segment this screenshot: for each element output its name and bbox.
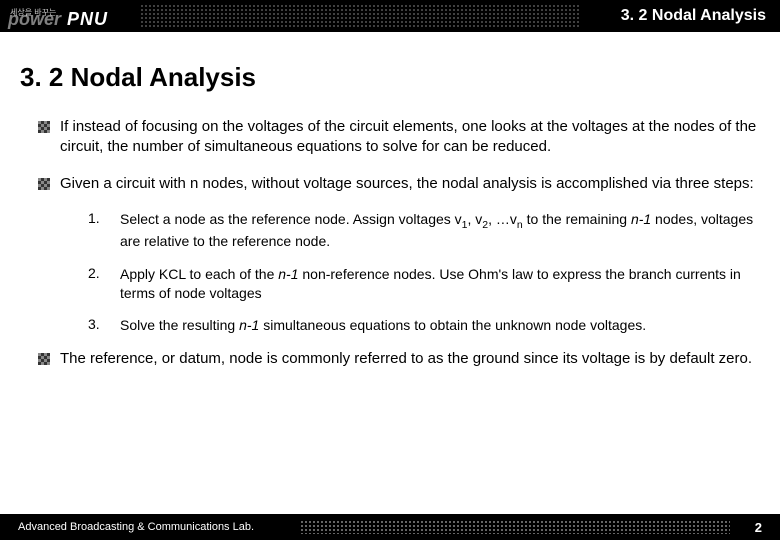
step-text: Select a node as the reference node. Ass…	[120, 210, 760, 251]
footer-lab: Advanced Broadcasting & Communications L…	[0, 521, 254, 533]
section-title: 3. 2 Nodal Analysis	[20, 62, 760, 93]
page-number: 2	[755, 520, 762, 535]
list-item: 2. Apply KCL to each of the n-1 non-refe…	[88, 265, 760, 303]
content-area: 3. 2 Nodal Analysis If instead of focusi…	[0, 32, 780, 370]
header-title: 3. 2 Nodal Analysis	[621, 7, 766, 25]
bullet-item: Given a circuit with n nodes, without vo…	[20, 174, 760, 194]
header-dots	[140, 4, 580, 28]
step-text: Apply KCL to each of the n-1 non-referen…	[120, 265, 760, 303]
logo-block: 세상을 바꾸는 power PNU	[0, 3, 108, 30]
step-text: Solve the resulting n-1 simultaneous equ…	[120, 316, 646, 335]
header-bar: 세상을 바꾸는 power PNU 3. 2 Nodal Analysis	[0, 0, 780, 32]
bullet-icon	[38, 353, 50, 365]
bullet-item: The reference, or datum, node is commonl…	[20, 349, 760, 369]
step-number: 3.	[88, 316, 120, 335]
bullet-text: Given a circuit with n nodes, without vo…	[60, 174, 754, 194]
bullet-item: If instead of focusing on the voltages o…	[20, 117, 760, 158]
step-number: 1.	[88, 210, 120, 251]
logo-pnu: PNU	[67, 9, 108, 30]
footer-dots	[300, 520, 730, 534]
logo-tagline: 세상을 바꾸는	[10, 7, 56, 18]
list-item: 1. Select a node as the reference node. …	[88, 210, 760, 251]
bullet-text: The reference, or datum, node is commonl…	[60, 349, 752, 369]
bullet-text: If instead of focusing on the voltages o…	[60, 117, 760, 158]
bullet-icon	[38, 121, 50, 133]
list-item: 3. Solve the resulting n-1 simultaneous …	[88, 316, 760, 335]
step-number: 2.	[88, 265, 120, 303]
footer-bar: Advanced Broadcasting & Communications L…	[0, 514, 780, 540]
bullet-icon	[38, 178, 50, 190]
numbered-list: 1. Select a node as the reference node. …	[88, 210, 760, 336]
